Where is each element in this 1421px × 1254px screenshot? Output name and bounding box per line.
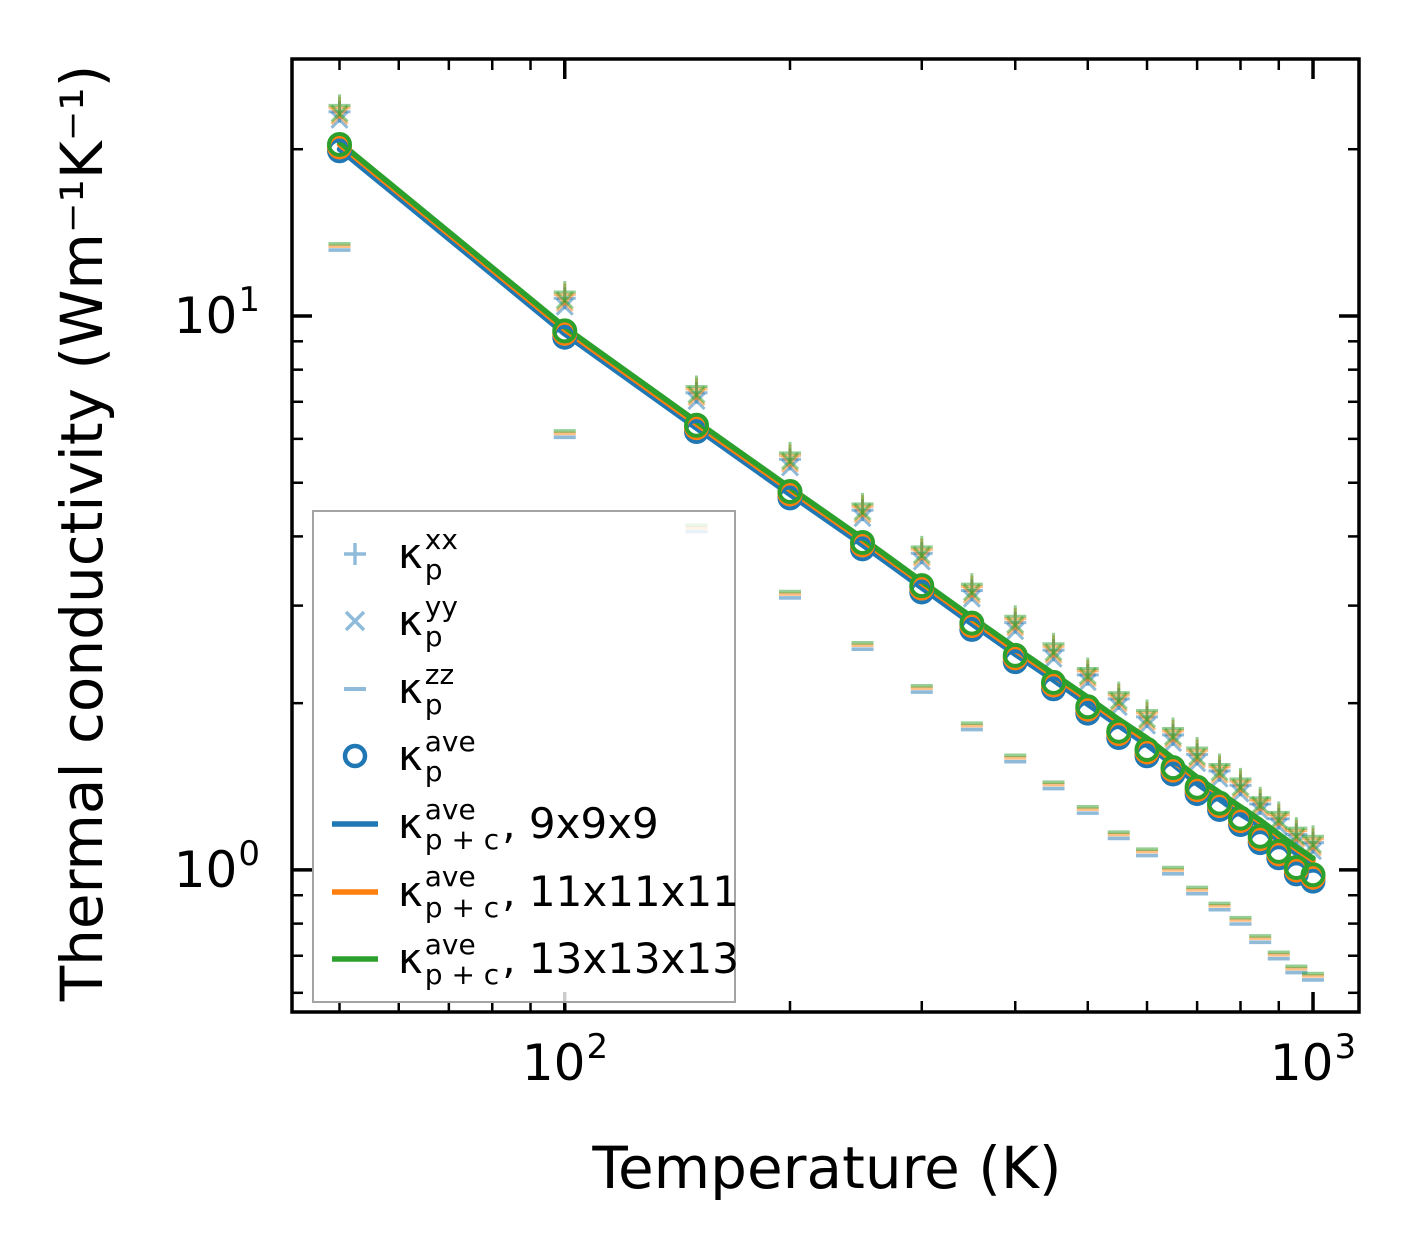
y-tick-label-1: 100 [173,834,260,899]
line-sample-icon [332,888,378,895]
legend-item-label: κ yy p [398,590,458,654]
line-sample-icon [332,821,378,827]
legend-item-label: κ ave p + c, 9x9x9 [398,792,659,857]
dash-marker-icon [344,686,366,691]
x-axis-label: Temperature (K) [592,1134,1062,1202]
legend-item-label: κ ave p + c, 11x11x11 [398,860,739,924]
line-sample-icon [332,956,378,962]
legend-item-label: κ ave p + c, 13x13x13 [398,927,739,992]
legend-item-kpc-13x13x13: κ ave p + c, 13x13x13 [314,928,739,990]
legend-item-label: κ ave p [398,725,476,789]
y-axis-label: Thermal conductivity (Wm⁻¹K⁻¹) [48,64,116,1002]
legend-item-kpc-9x9x9: κ ave p + c, 9x9x9 [314,793,734,855]
y-tick-label-10: 101 [173,280,260,345]
plus-marker-icon [344,542,366,565]
legend: κ xx p κ yy p κ zz p κ ave p κ ave p + c, 9x9x9 [312,510,739,1003]
x-tick-label-100: 102 [521,1027,609,1092]
legend-item-kp-yy: κ yy p [314,590,734,652]
x-tick-label-1000: 103 [1269,1027,1357,1092]
circle-marker-icon [342,744,368,769]
legend-item-kp-xx: κ xx p [314,523,734,585]
legend-item-kp-ave: κ ave p [314,725,734,787]
legend-item-kp-zz: κ zz p [314,658,734,720]
legend-item-label: κ xx p [398,522,458,586]
cross-marker-icon [344,611,366,632]
legend-item-kpc-11x11x11: κ ave p + c, 11x11x11 [314,861,739,923]
legend-item-label: κ zz p [398,657,455,721]
